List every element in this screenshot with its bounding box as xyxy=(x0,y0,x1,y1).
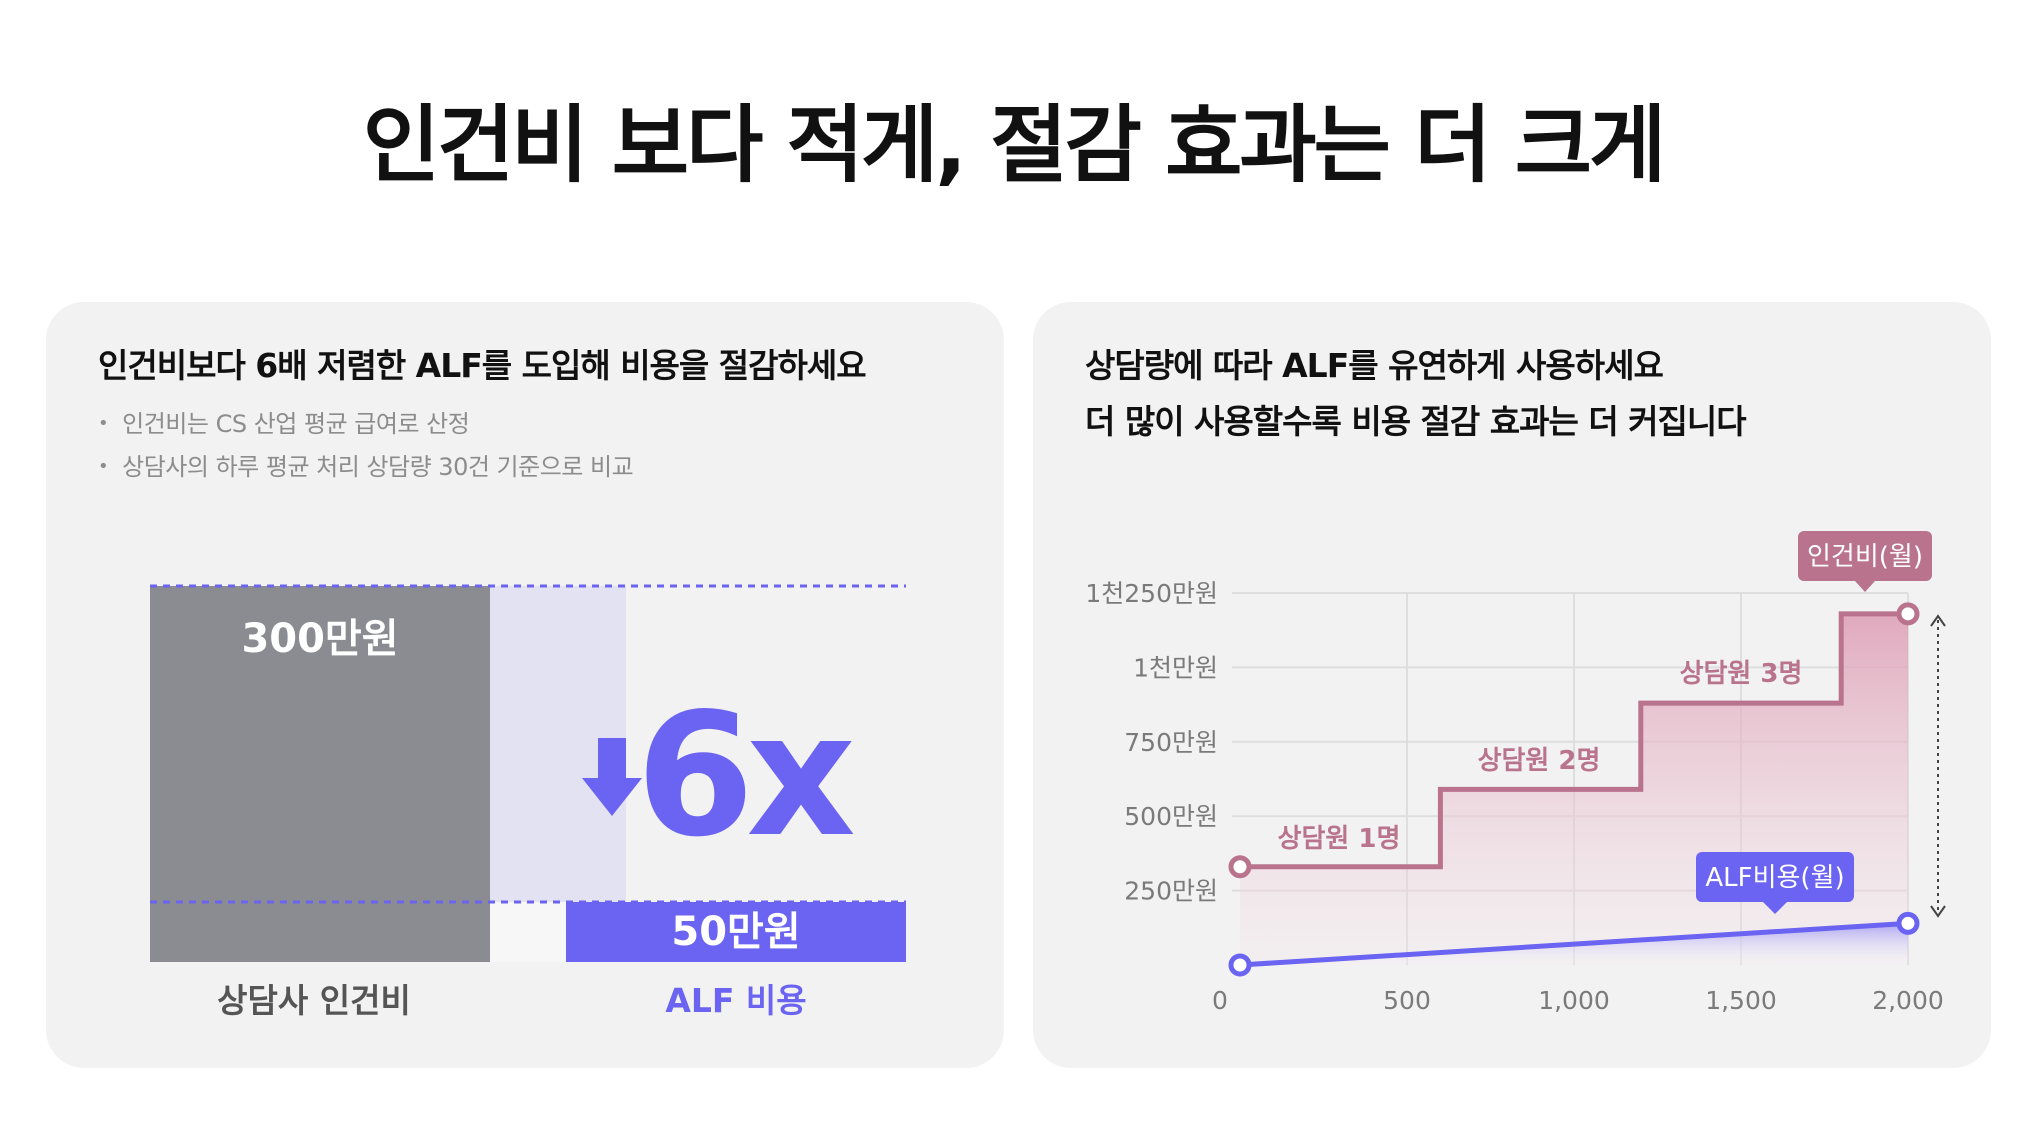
series-endpoint-marker xyxy=(1228,953,1252,977)
alf-series-label: ALF비용(월) xyxy=(1705,863,1844,893)
y-tick-label: 750만원 xyxy=(1124,728,1218,757)
x-tick-label: 1,500 xyxy=(1705,986,1777,1015)
step-label-3: 상담원 3명 xyxy=(1680,659,1803,689)
x-tick-label: 500 xyxy=(1383,986,1431,1015)
labor-series-callout: 인건비(월) xyxy=(1798,531,1932,592)
y-tick-label: 500만원 xyxy=(1124,802,1218,831)
assumption-item: 상담사의 하루 평균 처리 상담량 30건 기준으로 비교 xyxy=(98,447,634,490)
labor-value-label: 300만원 xyxy=(241,616,398,662)
x-tick-label: 2,000 xyxy=(1872,986,1944,1015)
series-endpoint-marker xyxy=(1896,911,1920,935)
arrow-down-icon xyxy=(582,738,642,816)
bar-labor-cost xyxy=(150,586,490,962)
alf-cost-line xyxy=(1239,920,1909,968)
series-endpoint-marker xyxy=(1896,602,1920,626)
usage-cost-heading-line: 더 많이 사용할수록 비용 절감 효과는 더 커집니다 xyxy=(1085,402,1747,441)
usage-line-chart: 250만원 500만원 750만원 1천만원 1천250만원 0 500 1,000 1,50… xyxy=(1085,531,1946,1015)
usage-cost-heading: 상담량에 따라 ALF를 유연하게 사용하세요 더 많이 사용할수록 비용 절감… xyxy=(1085,338,1747,450)
bar-alf-cost xyxy=(566,902,906,962)
y-tick-label: 1천250만원 xyxy=(1085,579,1218,608)
category-label-alf: ALF 비용 xyxy=(665,981,806,1020)
bar-gap xyxy=(490,902,566,962)
step-label-2: 상담원 2명 xyxy=(1478,746,1601,776)
category-label-labor: 상담사 인건비 xyxy=(217,981,411,1020)
x-tick-label: 1,000 xyxy=(1538,986,1610,1015)
cost-comparison-card: 인건비보다 6배 저렴한 ALF를 도입해 비용을 절감하세요 인건비는 CS … xyxy=(46,302,1004,1068)
labor-series-label: 인건비(월) xyxy=(1807,542,1923,572)
alf-series-callout: ALF비용(월) xyxy=(1696,852,1854,914)
ratio-label: 6x xyxy=(636,677,854,875)
usage-cost-heading-line: 상담량에 따라 ALF를 유연하게 사용하세요 xyxy=(1085,346,1664,385)
savings-range-indicator xyxy=(1930,614,1946,918)
usage-cost-card: 상담량에 따라 ALF를 유연하게 사용하세요 더 많이 사용할수록 비용 절감… xyxy=(1033,302,1991,1068)
cost-comparison-heading: 인건비보다 6배 저렴한 ALF를 도입해 비용을 절감하세요 xyxy=(98,346,867,385)
cost-bar-chart: 300만원 50만원 6x 상담사 인건비 ALF 비용 xyxy=(150,584,906,1020)
series-endpoint-marker xyxy=(1228,855,1252,879)
alf-value-label: 50만원 xyxy=(671,909,800,955)
y-tick-label: 250만원 xyxy=(1124,877,1218,906)
labor-cost-line xyxy=(1240,611,1908,870)
assumption-list: 인건비는 CS 산업 평균 급여로 산정 상담사의 하루 평균 처리 상담량 3… xyxy=(98,404,634,490)
assumption-item: 인건비는 CS 산업 평균 급여로 산정 xyxy=(98,404,633,447)
step-label-1: 상담원 1명 xyxy=(1278,824,1401,854)
page-title: 인건비 보다 적게, 절감 효과는 더 크게 xyxy=(362,96,1667,194)
x-tick-label: 0 xyxy=(1212,986,1228,1015)
y-tick-label: 1천만원 xyxy=(1133,653,1218,682)
